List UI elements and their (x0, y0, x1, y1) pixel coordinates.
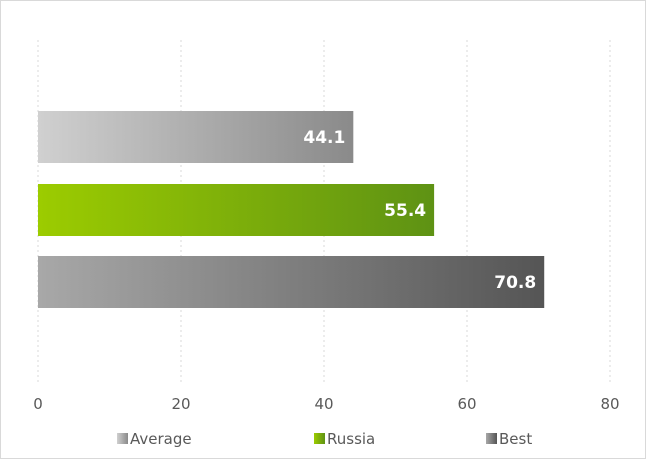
legend-swatch-average (117, 433, 128, 444)
legend-swatch-best (486, 433, 497, 444)
legend-swatch-russia (314, 433, 325, 444)
legend: Average Russia Best (117, 430, 532, 448)
x-tick-label-20: 20 (171, 395, 190, 413)
x-axis-ticks: 0 20 40 60 80 (33, 395, 619, 413)
data-labels: 44.1 55.4 70.8 (303, 128, 536, 293)
legend-label-average: Average (130, 430, 192, 448)
data-label-russia: 55.4 (384, 201, 426, 221)
x-tick-label-0: 0 (33, 395, 43, 413)
bar-best (38, 256, 545, 308)
data-label-best: 70.8 (494, 273, 536, 293)
bar-average (38, 111, 354, 163)
x-tick-label-80: 80 (600, 395, 619, 413)
legend-label-russia: Russia (327, 430, 375, 448)
legend-item-best: Best (486, 430, 532, 448)
bars (38, 111, 545, 308)
data-label-average: 44.1 (303, 128, 345, 148)
x-tick-label-60: 60 (457, 395, 476, 413)
legend-item-average: Average (117, 430, 192, 448)
x-tick-label-40: 40 (314, 395, 333, 413)
bar-russia (38, 184, 435, 236)
legend-label-best: Best (499, 430, 532, 448)
legend-item-russia: Russia (314, 430, 375, 448)
